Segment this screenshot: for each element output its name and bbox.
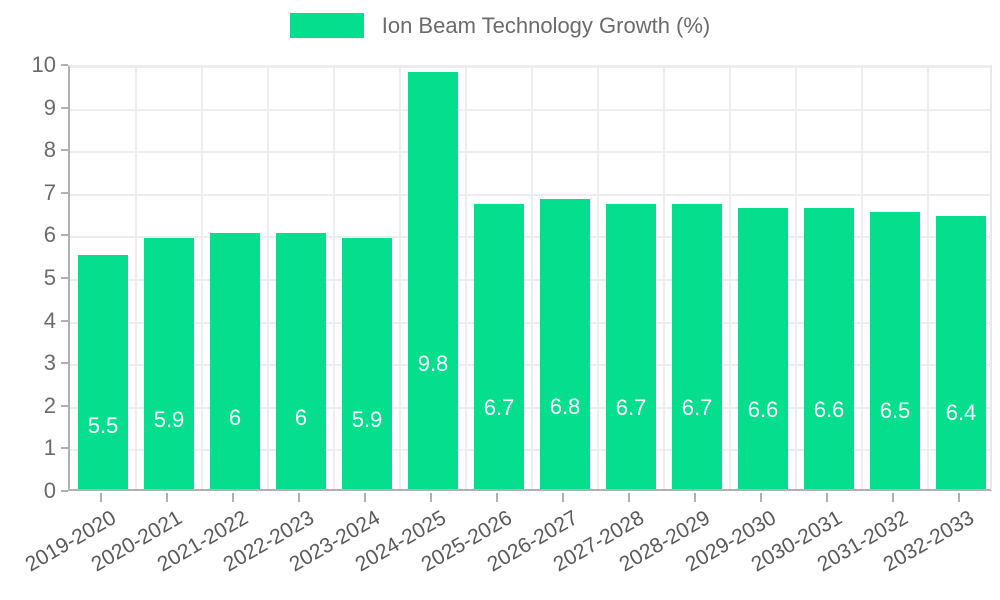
- bar-series: 5.5 5.9 6 6 5.9 9.8 6.7 6.8 6.7 6.7 6.6 6.6 6.5 6.4: [70, 67, 990, 489]
- legend-label-series-1: Ion Beam Technology Growth (%): [381, 12, 711, 38]
- y-axis-tick-mark: [61, 362, 68, 365]
- bar-value-label: 5.9: [351, 406, 383, 432]
- y-axis-tick-label: 9: [43, 94, 56, 120]
- bar[interactable]: [870, 212, 920, 489]
- x-axis-tick-mark: [166, 493, 168, 502]
- bar-slot: 6.7: [664, 67, 730, 489]
- bar-slot: 6.5: [862, 67, 928, 489]
- bar-slot: 6.7: [466, 67, 532, 489]
- bar[interactable]: [144, 237, 194, 489]
- x-axis-tick-mark: [694, 493, 696, 502]
- plot-area: 5.5 5.9 6 6 5.9 9.8 6.7 6.8 6.7 6.7 6.6 6.6 6.5 6.4: [68, 65, 992, 491]
- legend-swatch-series-1: [289, 13, 364, 38]
- bar[interactable]: [672, 203, 722, 489]
- bar-value-label: 5.5: [87, 412, 119, 438]
- bar-value-label: 6.5: [879, 398, 911, 424]
- y-axis-tick-label: 4: [43, 307, 56, 333]
- bar-slot: 6.6: [730, 67, 796, 489]
- bar-value-label: 6.8: [549, 393, 581, 419]
- bar-value-label: 6.7: [681, 395, 713, 421]
- bar-value-label: 6.6: [813, 396, 845, 422]
- y-axis-tick-label: 10: [31, 52, 56, 77]
- bar-value-label: 6.4: [945, 399, 977, 425]
- x-axis-tick-mark: [760, 493, 762, 502]
- y-axis-tick-label: 2: [43, 392, 56, 418]
- x-axis-tick-mark: [232, 493, 234, 502]
- bar-slot: 5.5: [70, 67, 136, 489]
- x-axis-tick-mark: [958, 493, 960, 502]
- bar-value-label: 6: [294, 405, 308, 431]
- bar-slot: 6.4: [928, 67, 994, 489]
- bar-value-label: 6.7: [615, 395, 647, 421]
- x-axis-tick-mark: [496, 493, 498, 502]
- bar[interactable]: [78, 254, 128, 489]
- bar[interactable]: [606, 203, 656, 489]
- bar[interactable]: [804, 207, 854, 489]
- bar-value-label: 9.8: [417, 351, 449, 377]
- bar[interactable]: [936, 216, 986, 489]
- y-axis-tick-mark: [61, 490, 68, 492]
- y-axis-tick-mark: [61, 149, 68, 152]
- y-axis-tick-label: 5: [43, 265, 56, 290]
- x-axis-tick-mark: [364, 493, 366, 502]
- y-axis-tick-mark: [61, 277, 68, 279]
- y-axis: 0 1 2 3 4 5 6 7 8 9 10: [0, 54, 68, 502]
- y-axis-tick-label: 7: [43, 179, 56, 205]
- bar-value-label: 6.6: [747, 396, 779, 422]
- y-axis-tick-mark: [61, 106, 68, 109]
- x-axis-tick-mark: [430, 493, 432, 502]
- bar[interactable]: [540, 199, 590, 489]
- y-axis-tick-mark: [61, 191, 68, 194]
- bar-slot: 5.9: [334, 67, 400, 489]
- y-axis-tick-mark: [61, 64, 68, 66]
- bar[interactable]: [738, 207, 788, 489]
- y-axis-tick-mark: [61, 319, 68, 322]
- y-axis-tick-mark: [61, 234, 68, 237]
- y-axis-tick-label: 0: [43, 478, 56, 503]
- x-axis-tick-mark: [562, 493, 564, 502]
- bar[interactable]: [408, 71, 458, 489]
- x-axis: 2019-2020 2020-2021 2021-2022 2022-2023 2023…: [22, 493, 992, 600]
- bar-value-label: 5.9: [153, 406, 185, 432]
- bar[interactable]: [342, 237, 392, 489]
- bar-slot: 6.7: [598, 67, 664, 489]
- bar-slot: 9.8: [400, 67, 466, 489]
- x-axis-tick-mark: [100, 493, 102, 502]
- bar-slot: 6: [268, 67, 334, 489]
- bar-slot: 6.8: [532, 67, 598, 489]
- y-axis-tick-label: 6: [43, 222, 56, 248]
- bar-slot: 6.6: [796, 67, 862, 489]
- x-axis-tick-mark: [298, 493, 300, 502]
- bar-value-label: 6.7: [483, 395, 515, 421]
- chart-legend: Ion Beam Technology Growth (%): [0, 13, 1000, 38]
- x-axis-tick-mark: [826, 493, 828, 502]
- x-axis-tick-mark: [628, 493, 630, 502]
- y-axis-tick-label: 3: [43, 350, 56, 376]
- y-axis-tick-mark: [61, 447, 68, 450]
- bar[interactable]: [474, 203, 524, 489]
- bar-slot: 6: [202, 67, 268, 489]
- y-axis-tick-label: 1: [43, 435, 56, 461]
- bar-value-label: 6: [228, 405, 242, 431]
- y-axis-tick-mark: [61, 404, 68, 407]
- y-axis-tick-label: 8: [43, 137, 56, 163]
- x-axis-tick-mark: [892, 493, 894, 502]
- bar-slot: 5.9: [136, 67, 202, 489]
- bar[interactable]: [210, 233, 260, 489]
- bar[interactable]: [276, 233, 326, 489]
